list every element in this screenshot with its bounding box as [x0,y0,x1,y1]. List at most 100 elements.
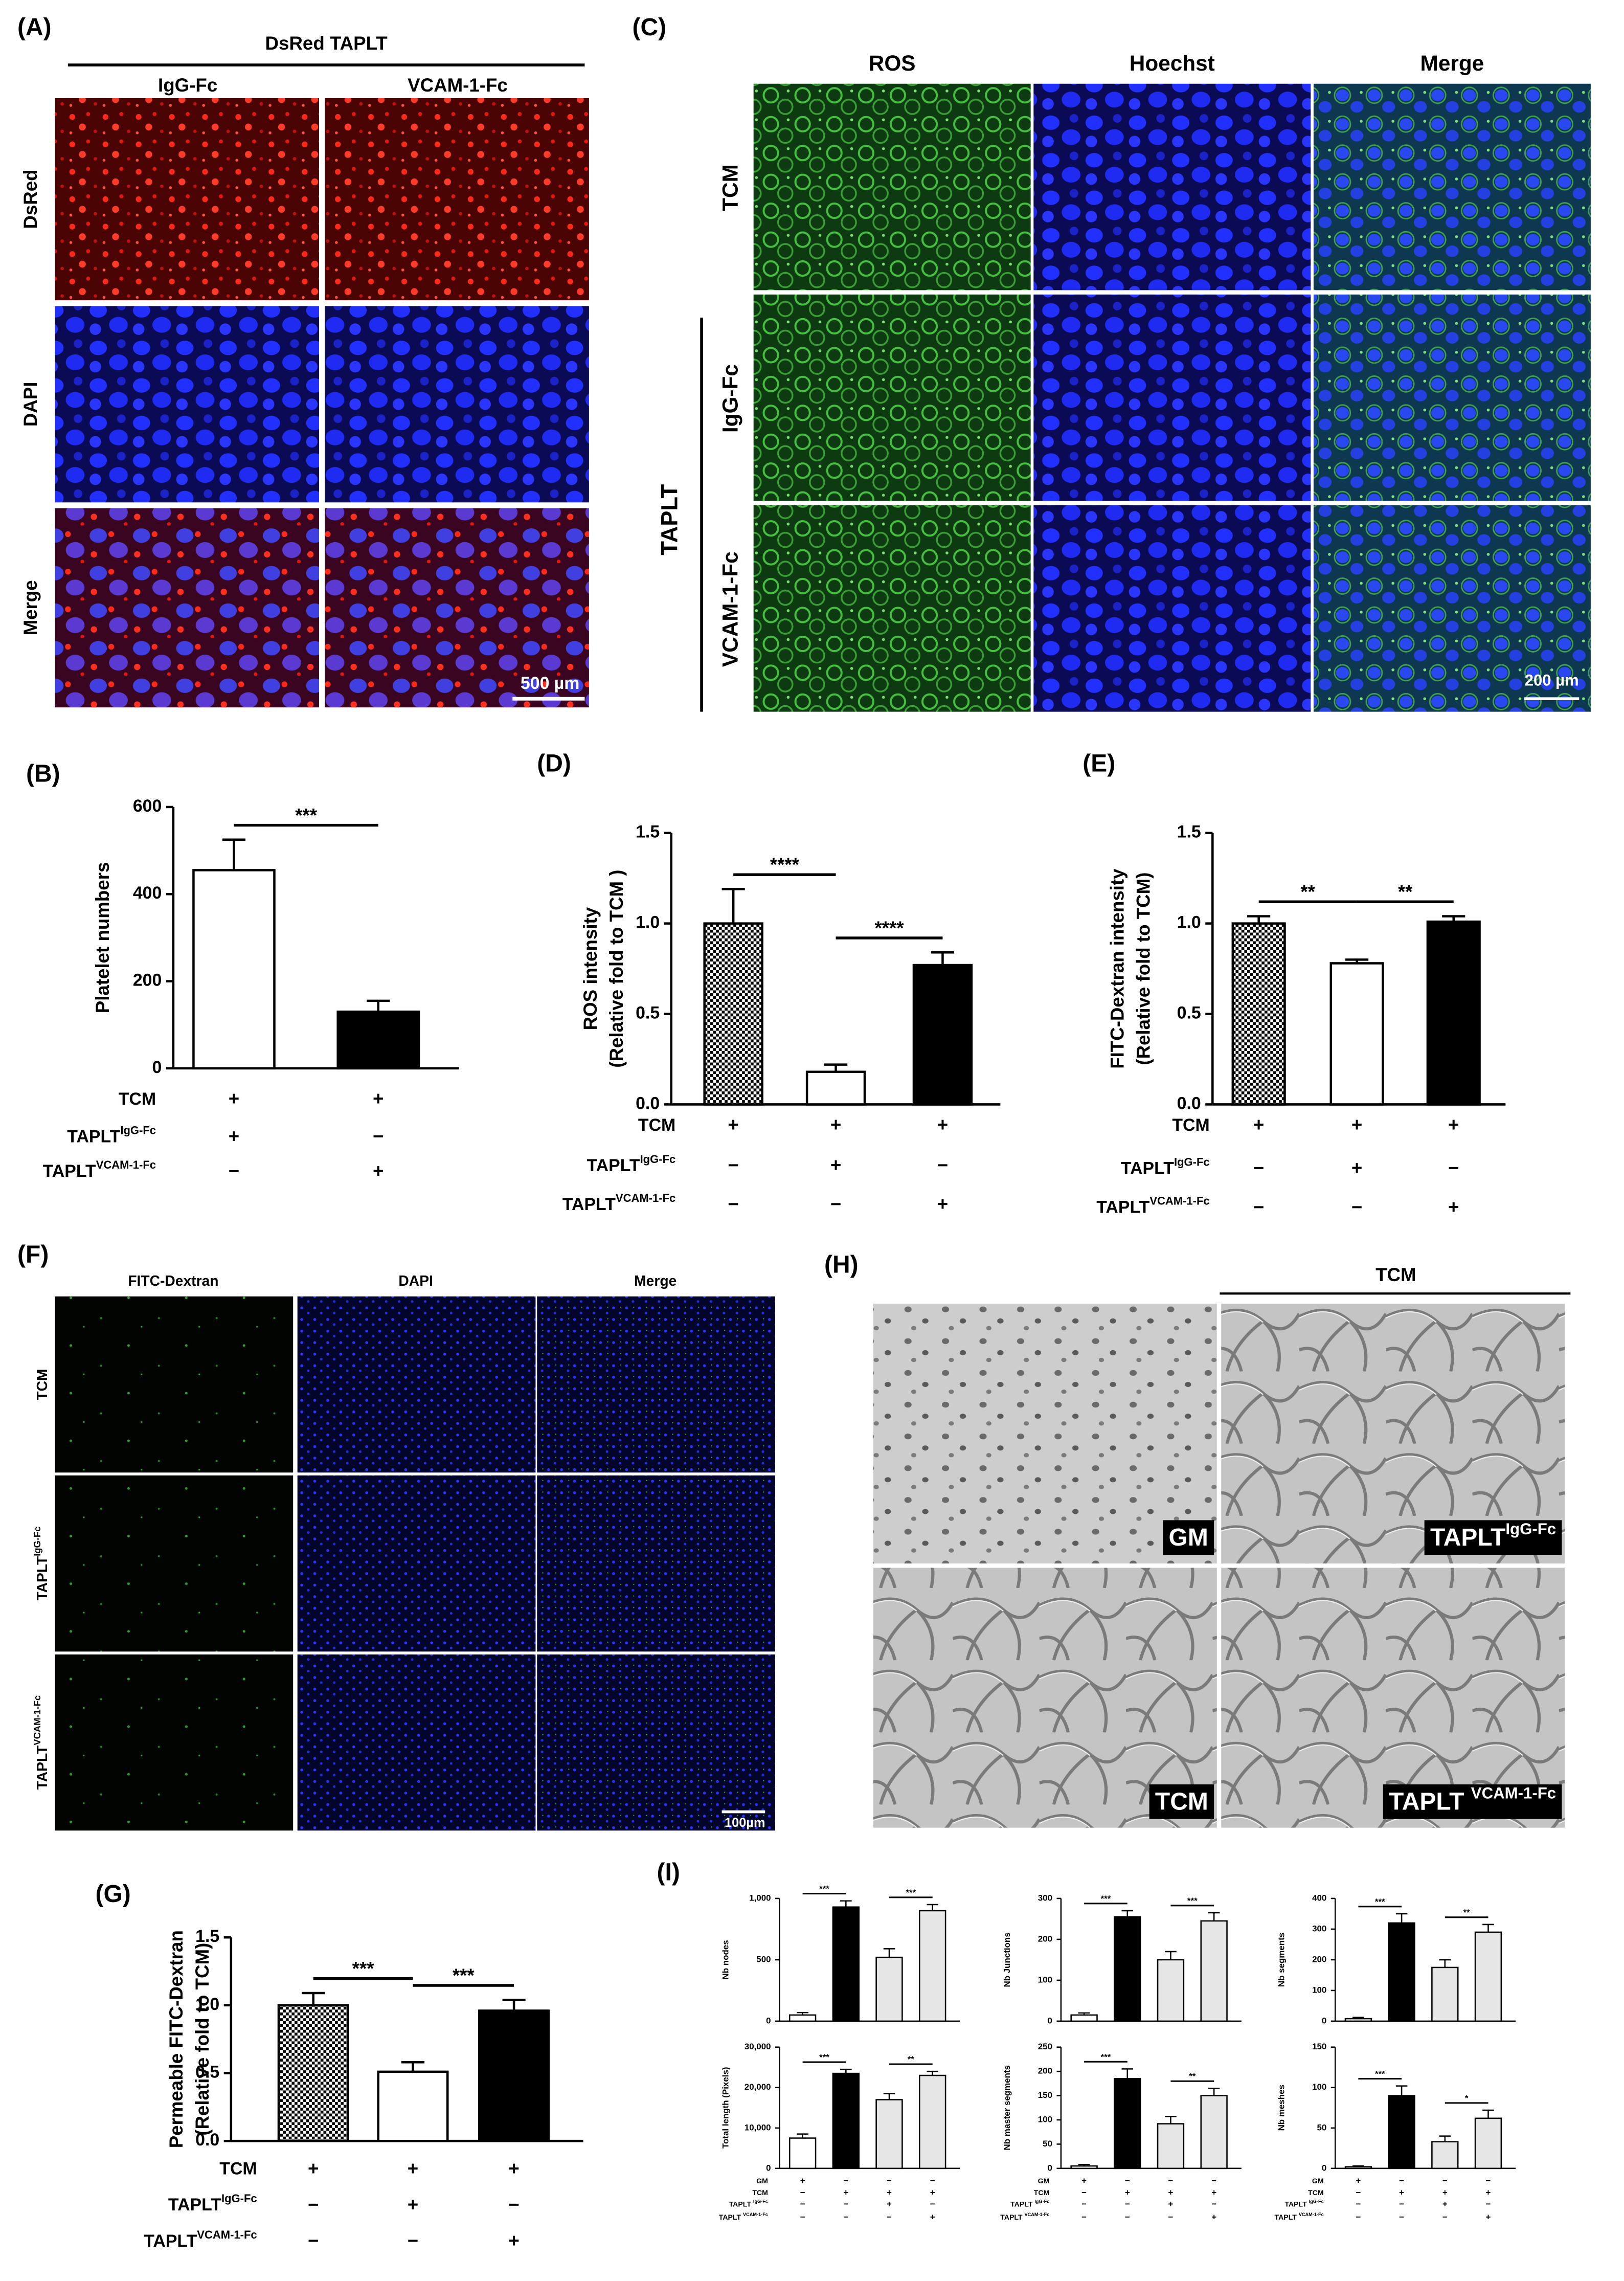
y-tick-label: 0.0 [195,2130,219,2150]
condition-sign: − [1399,2212,1404,2222]
micrograph [55,1296,294,1473]
panel-label: (E) [1082,750,1115,777]
label-text: TAPLT [168,2195,221,2215]
label-superscript: VCAM-1-Fc [616,1192,675,1204]
condition-sign: − [1399,2176,1404,2186]
panel-label: (H) [824,1251,859,1278]
condition-sign: + [373,1088,384,1109]
label-box [1424,1520,1562,1555]
condition-label: TCM [638,1115,675,1135]
micrograph [297,1296,536,1473]
label-text: TAPLT [1430,1524,1505,1551]
label-superscript: IgG-Fc [640,1153,676,1166]
condition-sign: − [800,2199,805,2209]
label-superscript: VCAM-1-Fc [1471,1784,1556,1802]
y-tick-label: 100 [1038,1975,1052,1984]
bar [1200,2095,1228,2170]
bar [1114,2078,1141,2170]
label-text: GM [1312,2177,1324,2185]
error-bar [797,2011,808,2015]
condition-sign: − [887,2176,892,2186]
y-tick-label: 200 [1038,2066,1052,2076]
label-superscript: IgG-Fc [1309,2199,1324,2204]
column-label: Merge [634,1272,676,1289]
error-bar [1439,1959,1451,1967]
micrograph [1033,505,1311,712]
y-axis-label: Platelet numbers [92,862,113,1014]
error-bar [502,1998,526,2011]
y-tick-label: 1.0 [636,913,660,932]
significance-label: * [1465,2093,1469,2103]
error-bar [302,1992,325,2005]
y-axis-label: Nb meshes [1276,2085,1286,2131]
image-label: TAPLT VCAM-1-Fc [1389,1784,1556,1815]
y-tick-label: 200 [133,971,162,990]
condition-label: TCM [1308,2188,1324,2197]
significance-label: *** [819,1884,829,1894]
bar [1431,1966,1459,2022]
label-text: TAPLT [1275,2213,1299,2221]
condition-sign: + [373,1160,384,1181]
condition-sign: − [1356,2187,1361,2197]
label-superscript: VCAM-1-Fc [1025,2212,1050,2217]
micrograph [537,1296,776,1473]
condition-label: TAPLTIgG-Fc [67,1124,156,1147]
error-bar [840,1900,852,1907]
image-label: TAPLTIgG-Fc [1430,1520,1556,1551]
condition-label: GM [1312,2177,1324,2185]
condition-sign: + [887,2187,892,2197]
micrograph [537,1475,776,1652]
panel-label: (A) [17,14,52,41]
y-tick-label: 0 [1048,2163,1052,2173]
micrograph [55,1475,294,1652]
y-tick-label: 500 [756,1954,771,1964]
condition-sign: + [1448,1114,1459,1135]
condition-sign: + [830,1114,841,1135]
condition-sign: + [1168,2187,1174,2197]
condition-sign: + [1486,2212,1491,2222]
column-label: FITC-Dextran [128,1272,218,1289]
condition-sign: + [937,1114,948,1135]
bar [805,1070,866,1106]
condition-label: TAPLTVCAM-1-Fc [562,1192,675,1214]
label-text: TAPLT [1010,2200,1034,2208]
panel-label: (C) [633,14,667,41]
error-bar [840,2068,852,2074]
label-text: TCM [1034,2188,1050,2197]
condition-sign: − [800,2187,805,2197]
condition-sign: − [1168,2176,1174,2186]
error-bar [1395,2085,1408,2096]
condition-sign: − [843,2212,848,2222]
panel-label: (I) [657,1859,680,1886]
micrograph [753,294,1031,501]
micrograph [325,508,589,708]
condition-sign: − [1356,2199,1361,2209]
column-label: Merge [1420,51,1484,75]
panel-label: (F) [17,1241,49,1268]
bar [1388,1922,1415,2022]
bar [912,964,973,1106]
y-tick-label: 1.5 [1177,822,1201,842]
label-superscript: VCAM-1-Fc [1299,2212,1324,2217]
condition-label: TAPLTIgG-Fc [1121,1156,1210,1178]
label-text: TAPLT [43,1161,96,1181]
column-label: IgG-Fc [158,75,217,96]
micrograph [55,306,320,503]
micrograph [1313,83,1591,290]
label-text: GM [1038,2177,1050,2185]
error-bar [1345,958,1369,964]
condition-sign: − [930,2176,935,2186]
row-label: TAPLTVCAM-1-Fc [32,1695,50,1790]
label-superscript: VCAM-1-Fc [32,1695,42,1746]
label-box [1163,1520,1214,1555]
condition-label: TCM [1172,1115,1209,1135]
y-axis-label: (Relative fold to TCM ) [606,869,627,1067]
significance-label: ** [1300,881,1315,902]
condition-sign: − [830,1194,841,1215]
condition-sign: + [1081,2176,1087,2186]
label-superscript: VCAM-1-Fc [96,1158,156,1171]
significance-label: *** [1187,1896,1198,1906]
